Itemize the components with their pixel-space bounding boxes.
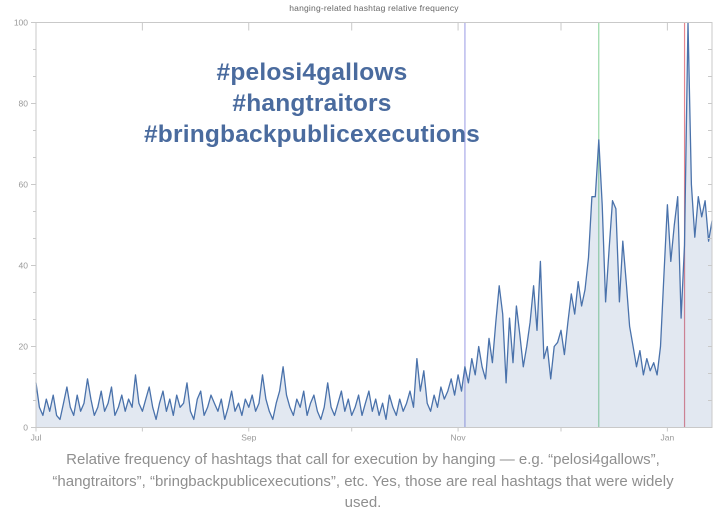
hashtag-annotation: #pelosi4gallows #hangtraitors #bringback… (0, 57, 624, 150)
hashtag-line: #pelosi4gallows (216, 59, 408, 86)
svg-text:Jul: Jul (31, 433, 42, 443)
svg-text:20: 20 (19, 342, 29, 352)
chart-title: hanging-related hashtag relative frequen… (289, 3, 459, 13)
hashtag-line: #hangtraitors (232, 90, 392, 117)
svg-text:Nov: Nov (451, 433, 467, 443)
svg-text:80: 80 (19, 99, 29, 109)
figure-caption: Relative frequency of hashtags that call… (52, 451, 674, 511)
svg-text:Sep: Sep (241, 433, 256, 443)
svg-text:60: 60 (19, 180, 29, 190)
svg-text:40: 40 (19, 261, 29, 271)
hashtag-line: #bringbackpublicexecutions (143, 121, 481, 148)
svg-text:0: 0 (23, 423, 28, 433)
frequency-chart: 0 20 40 60 80 100 Jul Sep Nov Jan (14, 18, 713, 443)
svg-text:Jan: Jan (661, 433, 675, 443)
svg-text:100: 100 (14, 18, 28, 28)
